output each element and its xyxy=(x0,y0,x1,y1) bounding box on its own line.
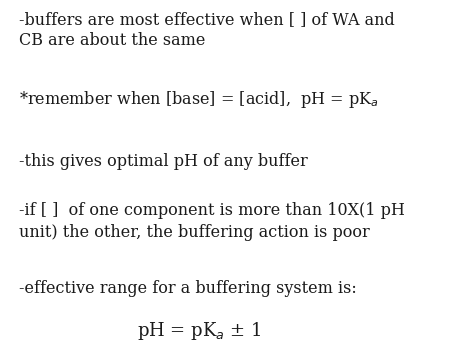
Text: pH = pK$_a$ ± 1: pH = pK$_a$ ± 1 xyxy=(137,320,261,342)
Text: -if [ ]  of one component is more than 10X(1 pH
unit) the other, the buffering a: -if [ ] of one component is more than 10… xyxy=(19,202,405,241)
Text: -this gives optimal pH of any buffer: -this gives optimal pH of any buffer xyxy=(19,153,308,170)
Text: -buffers are most effective when [ ] of WA and
CB are about the same: -buffers are most effective when [ ] of … xyxy=(19,11,395,49)
Text: -effective range for a buffering system is:: -effective range for a buffering system … xyxy=(19,280,357,297)
Text: *remember when [base] = [acid],  pH = pK$_a$: *remember when [base] = [acid], pH = pK$… xyxy=(19,89,379,110)
